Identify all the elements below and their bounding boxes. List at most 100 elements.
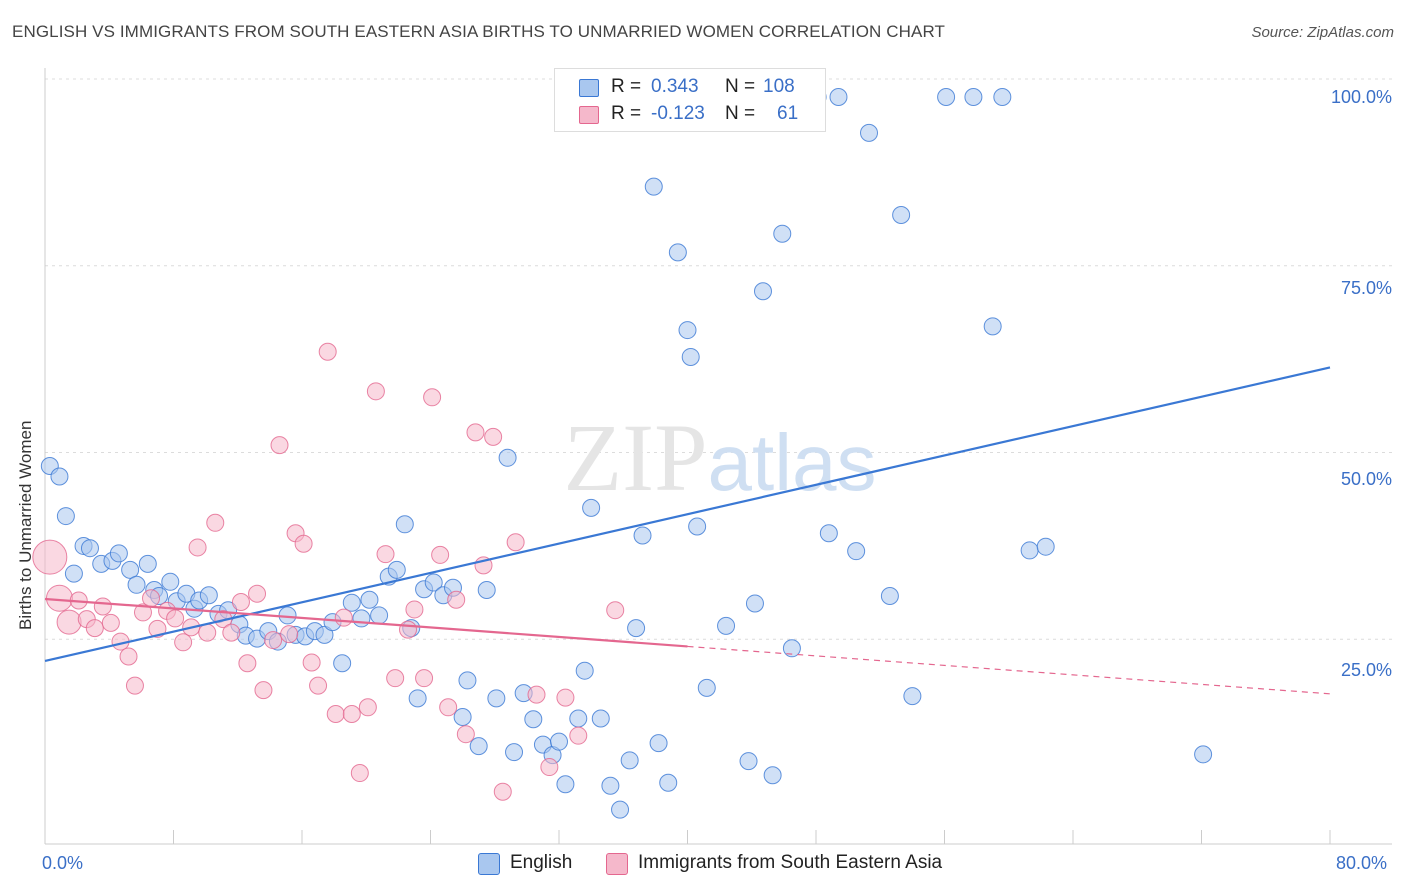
english-point [697, 678, 716, 697]
english-point [387, 560, 406, 579]
english-point [773, 224, 792, 243]
sea-point [447, 590, 466, 609]
english-point [161, 572, 180, 591]
sea-point [506, 533, 525, 552]
english-point [601, 776, 620, 795]
english-point [352, 609, 371, 628]
sea-point [342, 705, 361, 724]
english-point [550, 732, 568, 751]
sea-point [248, 584, 267, 603]
english-point [360, 590, 379, 609]
english-point [644, 177, 663, 196]
sea-point [119, 647, 138, 666]
sea-point [423, 388, 442, 407]
sea-point [264, 631, 283, 650]
english-point [688, 517, 707, 536]
english-point [50, 467, 69, 486]
sea-point [166, 609, 185, 628]
english-point [678, 321, 697, 340]
watermark: ZIPatlas [564, 404, 877, 511]
english-point [739, 752, 758, 771]
r-value: -0.123 [651, 103, 705, 124]
english-point [424, 573, 443, 592]
sea-point [294, 534, 313, 553]
english-point [487, 689, 506, 708]
series-sea-points [32, 342, 625, 801]
sea-point [148, 619, 167, 638]
sea-point [431, 545, 450, 564]
english-point [575, 661, 594, 680]
english-point [121, 560, 140, 579]
legend-label: Immigrants from South Eastern Asia [638, 852, 943, 873]
english-point [370, 606, 389, 625]
english-point [556, 775, 575, 794]
sea-point [358, 698, 377, 717]
english-swatch [478, 853, 500, 875]
english-point [745, 594, 764, 613]
sea-point [101, 613, 120, 632]
english-point [964, 88, 983, 106]
sea-swatch [606, 853, 628, 875]
n-label: N = [725, 103, 756, 124]
sea-point [326, 705, 345, 724]
english-point [569, 709, 588, 728]
sea-point [231, 592, 250, 611]
english-point [847, 542, 866, 561]
english-point [1036, 537, 1055, 556]
y-axis-label: Births to Unmarried Women [16, 420, 35, 630]
sea-point [415, 669, 434, 688]
y-tick-label: 100.0% [1330, 87, 1392, 107]
sea-point [280, 625, 299, 644]
english-point [782, 639, 801, 658]
sea-point [350, 764, 369, 783]
english-point [611, 800, 630, 819]
english-point [458, 671, 477, 690]
n-label: N = [725, 76, 756, 97]
sea-point [302, 653, 321, 672]
r-label: R = [611, 76, 642, 97]
english-point [395, 515, 414, 534]
source-label: Source: ZipAtlas.com [1251, 24, 1394, 41]
english-point [109, 544, 128, 563]
r-label: R = [611, 103, 642, 124]
axes [44, 68, 1392, 845]
english-point [993, 88, 1012, 106]
sea-point [188, 538, 207, 557]
english-point [892, 206, 911, 225]
correlation-legend: R = 0.343 N = 108 R = -0.123 N = 61 [554, 68, 826, 132]
english-point [937, 88, 956, 106]
english-point [880, 586, 899, 605]
english-point [633, 526, 652, 545]
trend-lines [44, 366, 1331, 695]
sea-trend-line-extension [687, 645, 1331, 695]
legend-label: English [510, 852, 573, 873]
english-point [649, 734, 668, 753]
english-point [524, 710, 543, 729]
sea-point [439, 698, 458, 717]
english-point [138, 554, 157, 573]
legend-row-english: R = 0.343 N = 108 [555, 73, 825, 101]
sea-point [556, 688, 575, 707]
sea-point [45, 584, 73, 612]
english-point [717, 616, 736, 635]
english-point [860, 123, 879, 142]
english-point [591, 709, 610, 728]
sea-point [238, 654, 257, 673]
sea-point [56, 609, 82, 635]
english-point [668, 243, 687, 262]
sea-point [399, 620, 418, 639]
sea-point [254, 681, 273, 700]
sea-point [484, 427, 503, 446]
y-tick-label: 75.0% [1340, 278, 1392, 298]
sea-point [569, 726, 588, 745]
sea-point [206, 513, 225, 532]
sea-point [318, 342, 337, 361]
sea-trend-line [44, 597, 688, 648]
english-trend-line [44, 366, 1331, 663]
n-value: 108 [763, 76, 795, 97]
sea-point [85, 619, 104, 638]
r-value: 0.343 [651, 76, 699, 97]
n-value: 61 [777, 103, 799, 124]
english-point [199, 586, 218, 605]
